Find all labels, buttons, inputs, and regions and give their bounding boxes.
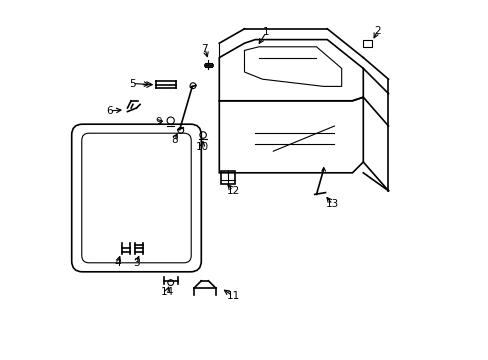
Text: 1: 1 bbox=[262, 27, 269, 37]
Text: 11: 11 bbox=[226, 291, 239, 301]
Text: 7: 7 bbox=[201, 44, 208, 54]
Text: 2: 2 bbox=[374, 26, 380, 36]
Bar bbox=[363, 40, 371, 47]
Text: 12: 12 bbox=[226, 186, 239, 196]
Text: 3: 3 bbox=[133, 258, 140, 268]
Text: 6: 6 bbox=[106, 106, 113, 116]
Text: 9: 9 bbox=[155, 117, 162, 127]
Text: 5: 5 bbox=[129, 78, 135, 89]
Text: 10: 10 bbox=[195, 142, 208, 152]
Text: 14: 14 bbox=[160, 287, 173, 297]
Text: 4: 4 bbox=[114, 258, 121, 268]
Text: 8: 8 bbox=[171, 135, 177, 145]
Text: 13: 13 bbox=[325, 199, 339, 210]
Bar bbox=[221, 171, 235, 184]
